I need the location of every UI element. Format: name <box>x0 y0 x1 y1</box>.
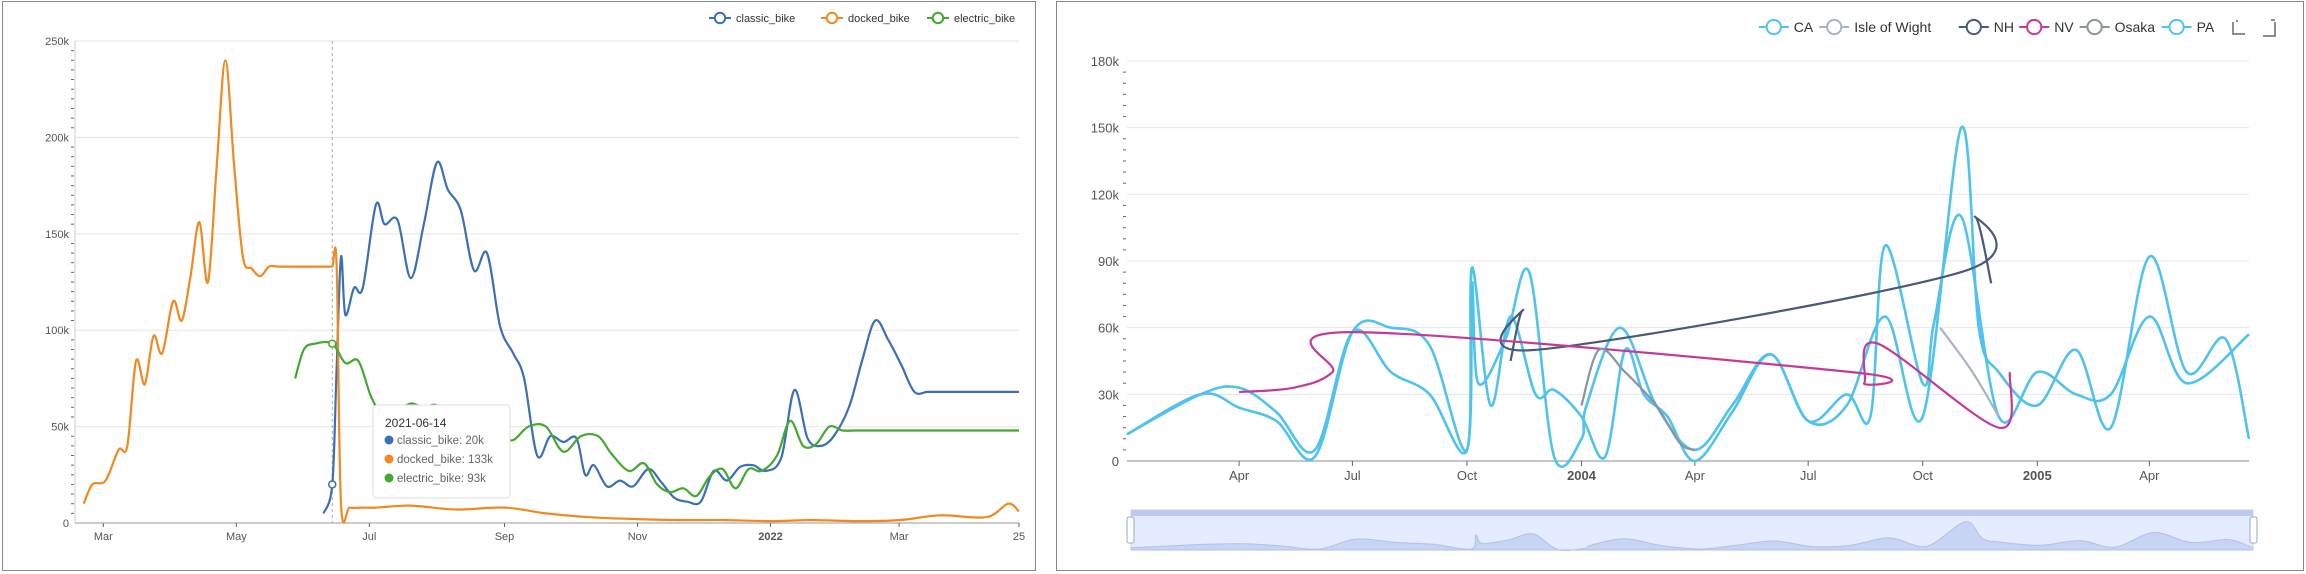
left-chart-panel: 0 50k 100k 150k 200k 250k Mar May Jul Sep Nov 2022 M… <box>2 1 1036 571</box>
y-tick-label: 0 <box>1112 454 1119 469</box>
tooltip-row: classic_bike: 20k <box>397 435 484 447</box>
tooltip-marker <box>384 435 394 445</box>
x-tick-label: 2022 <box>758 531 782 543</box>
grid <box>71 40 1019 524</box>
series-line-nh <box>1499 215 1998 362</box>
zoom-reset-icon[interactable] <box>2263 19 2276 37</box>
legend-label: Isle of Wight <box>1854 19 1931 35</box>
data-zoom-selection-bar <box>1131 510 2253 516</box>
legend-label: CA <box>1794 19 1814 35</box>
x-tick-label: Sep <box>495 531 515 543</box>
y-tick-label: 60k <box>1098 321 1119 336</box>
legend-item-ca[interactable]: CA <box>1758 18 1814 36</box>
series-line-isle-of-wight <box>1939 327 2000 418</box>
legend-label: NH <box>1994 19 2014 35</box>
series-line-osaka <box>1580 347 1696 451</box>
zoom-icon[interactable] <box>2232 20 2245 35</box>
legend-marker <box>931 11 945 25</box>
data-zoom-preview <box>1130 521 2254 551</box>
legend-label: docked_bike <box>848 13 910 25</box>
hover-point-electric-bike <box>328 339 337 348</box>
x-tick-label: Apr <box>1229 468 1250 483</box>
x-tick-label: May <box>226 531 247 543</box>
legend-marker <box>1965 18 1982 36</box>
legend-item-pa[interactable]: PA <box>2161 18 2215 36</box>
tooltip: 2021-06-14 classic_bike: 20k docked_bike: … <box>372 404 511 499</box>
y-tick-label: 200k <box>45 132 69 144</box>
legend-label: PA <box>2197 19 2215 35</box>
x-tick-label: Apr <box>1685 468 1706 483</box>
data-zoom-slider[interactable] <box>1126 509 2258 551</box>
legend-item-docked_bike[interactable]: docked_bike <box>821 11 910 25</box>
legend-item-electric_bike[interactable]: electric_bike <box>927 11 1015 25</box>
y-tick-label: 120k <box>1091 187 1120 202</box>
series-line-electric_bike <box>294 340 1019 498</box>
data-zoom-handle-left[interactable] <box>1126 516 1135 544</box>
right-line-chart: 0 30k 60k 90k 120k 150k 180k Apr Jul Oct 2004 Apr Ju… <box>1091 18 2276 551</box>
legend-marker <box>713 11 727 25</box>
legend-marker <box>1765 18 1782 36</box>
legend-item-classic_bike[interactable]: classic_bike <box>709 11 795 25</box>
y-tick-label: 50k <box>51 422 69 434</box>
legend-label: Osaka <box>2115 19 2156 35</box>
x-tick-label: Oct <box>1913 468 1934 483</box>
legend-item-nh[interactable]: NH <box>1958 18 2014 36</box>
grid <box>1123 60 2249 462</box>
tooltip-marker <box>384 454 394 464</box>
x-tick-label: Oct <box>1457 468 1478 483</box>
series-line-ca <box>1126 213 2250 463</box>
x-tick-label: Jul <box>1344 468 1361 483</box>
y-tick-label: 100k <box>45 325 69 337</box>
x-tick-label: Jul <box>362 531 376 543</box>
data-zoom-handle-right[interactable] <box>2249 516 2258 544</box>
right-chart-panel: 0 30k 60k 90k 120k 150k 180k Apr Jul Oct 2004 Apr Ju… <box>1056 1 2304 571</box>
y-tick-label: 90k <box>1098 254 1119 269</box>
x-tick-label: Mar <box>94 531 113 543</box>
left-line-chart: 0 50k 100k 150k 200k 250k Mar May Jul Sep Nov 2022 M… <box>45 11 1025 543</box>
legend-label: classic_bike <box>736 13 795 25</box>
legend-marker <box>825 11 839 25</box>
legend-marker <box>2168 18 2185 36</box>
x-tick-label: 2005 <box>2023 468 2052 483</box>
hover-point-classic-bike <box>328 480 337 489</box>
y-tick-label: 0 <box>63 518 69 530</box>
legend-item-osaka[interactable]: Osaka <box>2079 18 2156 36</box>
y-tick-label: 150k <box>45 229 69 241</box>
x-tick-label: Nov <box>628 531 648 543</box>
series-line-nv <box>1239 330 2014 429</box>
x-tick-label: Apr <box>2139 468 2160 483</box>
legend-item-nv[interactable]: NV <box>2019 18 2074 36</box>
series-line-docked_bike <box>82 59 1020 524</box>
x-tick-label: Mar <box>890 531 909 543</box>
x-tick-label: 25 <box>1013 531 1025 543</box>
y-tick-label: 180k <box>1091 54 1120 69</box>
legend-marker <box>2026 18 2043 36</box>
series-line-classic_bike <box>322 160 1019 514</box>
legend-label: NV <box>2054 19 2074 35</box>
tooltip-row: electric_bike: 93k <box>397 473 486 485</box>
legend-label: electric_bike <box>954 13 1015 25</box>
legend-marker <box>2086 18 2103 36</box>
tooltip-marker <box>384 473 394 483</box>
x-tick-label: 2004 <box>1567 468 1597 483</box>
tooltip-box <box>372 404 511 499</box>
y-tick-label: 30k <box>1098 387 1119 402</box>
toolbox <box>2232 19 2276 37</box>
y-tick-label: 150k <box>1091 121 1120 136</box>
legend-marker <box>1826 18 1843 36</box>
y-tick-label: 250k <box>45 36 69 48</box>
series-line-pa <box>1126 125 2251 468</box>
tooltip-row: docked_bike: 133k <box>397 454 493 466</box>
legend-item-isle-of-wight[interactable]: Isle of Wight <box>1819 18 1931 36</box>
x-tick-label: Jul <box>1800 468 1817 483</box>
tooltip-title: 2021-06-14 <box>385 416 447 430</box>
